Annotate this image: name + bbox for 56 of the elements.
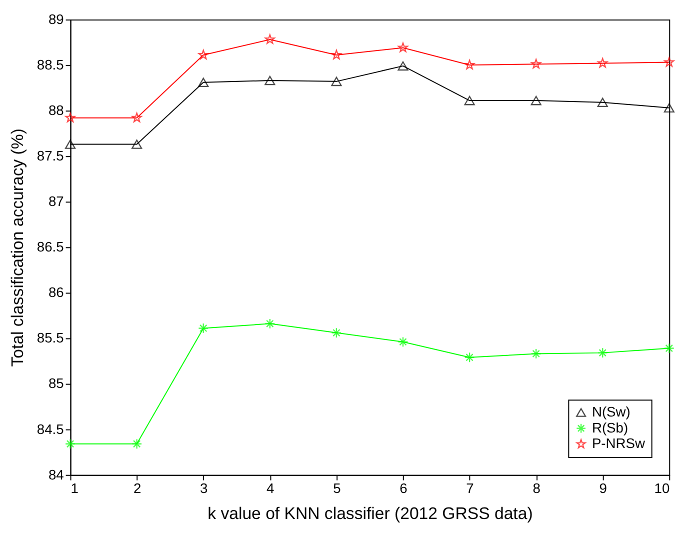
y-tick-label: 86.5 (36, 238, 64, 255)
point (331, 76, 342, 86)
y-tick-label: 88 (48, 102, 64, 118)
point (664, 103, 674, 112)
point (398, 61, 408, 71)
x-tick-label: 3 (200, 480, 208, 496)
point (264, 76, 276, 86)
x-tick-label: 7 (466, 480, 474, 496)
point (531, 58, 542, 69)
x-tick-label: 9 (599, 480, 608, 496)
point (464, 352, 475, 363)
point (64, 140, 76, 149)
y-tick-label: 84.5 (36, 420, 64, 437)
legend-label: P-NRSw (592, 435, 646, 452)
point (132, 112, 142, 122)
legend-label: R(Sb) (592, 419, 628, 436)
y-tick-label: 86 (48, 284, 64, 300)
point (597, 348, 608, 358)
point (264, 318, 276, 329)
y-tick-label: 87.5 (36, 148, 64, 164)
point (530, 96, 542, 106)
point (264, 34, 275, 44)
legend-label: N(Sw) (592, 403, 630, 420)
x-axis-title: k value of KNN classifier (2012 GRSS data) (208, 504, 533, 523)
y-tick-label: 84 (48, 466, 64, 482)
x-tick-label: 2 (133, 480, 142, 496)
x-tick-label: 8 (532, 480, 541, 496)
y-tick-label: 87 (48, 193, 64, 210)
point (598, 58, 608, 68)
point (597, 98, 608, 108)
point (198, 50, 208, 60)
y-tick-label: 89 (48, 10, 64, 27)
point (198, 78, 209, 88)
point (132, 140, 142, 149)
point (398, 336, 408, 348)
point (398, 42, 408, 52)
x-tick-label: 5 (333, 480, 342, 496)
point (65, 112, 76, 122)
point (464, 96, 475, 106)
y-tick-label: 85 (48, 375, 64, 392)
point (464, 60, 475, 70)
point (198, 322, 209, 334)
y-tick-label: 85.5 (36, 330, 64, 346)
x-tick-label: 1 (70, 480, 79, 496)
x-tick-label: 10 (654, 480, 670, 496)
point (530, 348, 542, 360)
y-axis-title: Total classification accuracy (%) (8, 128, 28, 367)
point (132, 438, 142, 450)
x-tick-label: 6 (400, 480, 408, 496)
point (331, 50, 342, 60)
point (64, 438, 76, 450)
point (664, 57, 674, 67)
x-tick-label: 4 (266, 480, 275, 496)
point (664, 342, 674, 354)
point (331, 327, 342, 338)
y-tick-label: 88.5 (36, 56, 64, 72)
